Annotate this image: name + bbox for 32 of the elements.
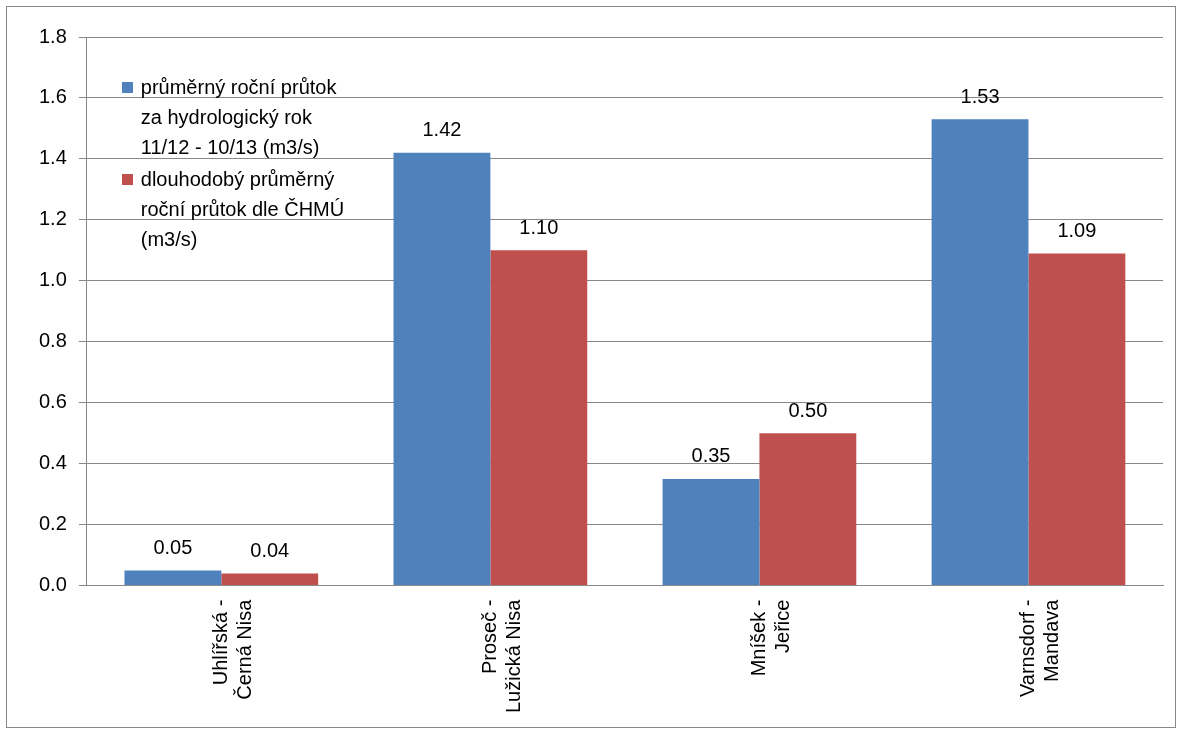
x-tick-label: Varnsdorf - Mandava <box>1015 598 1062 698</box>
bar <box>759 433 857 586</box>
bar <box>221 573 319 586</box>
data-label: 1.53 <box>960 84 1000 107</box>
legend-label: dlouhodobý průměrný roční průtok dle ČHMÚ (m3/s) <box>140 167 346 252</box>
bar <box>124 570 222 586</box>
y-tick-label: 1.8 <box>38 24 67 47</box>
legend-label: průměrný roční průtok za hydrologický rok 11/12 - 10/13 (m3/s) <box>140 75 338 160</box>
bar <box>1028 253 1126 586</box>
bar <box>931 119 1029 586</box>
bar <box>490 250 588 586</box>
y-tick-label: 0.0 <box>38 573 67 596</box>
bar <box>393 152 491 586</box>
y-tick-label: 0.4 <box>38 451 67 474</box>
data-label: 0.35 <box>691 444 731 467</box>
data-label: 0.04 <box>250 538 290 561</box>
y-tick-label: 0.8 <box>38 329 67 352</box>
data-label: 1.10 <box>519 215 559 238</box>
y-tick-label: 0.6 <box>38 390 67 413</box>
data-label: 0.05 <box>153 535 193 558</box>
y-tick-label: 1.6 <box>38 85 67 108</box>
bar <box>662 478 760 586</box>
y-tick-label: 0.2 <box>38 512 67 535</box>
y-tick-label: 1.2 <box>38 207 67 230</box>
x-tick-label: Uhlířská - Černá Nisa <box>208 598 255 700</box>
x-tick-label: Proseč - Lužická Nisa <box>477 598 524 714</box>
y-tick-label: 1.4 <box>38 146 67 169</box>
y-tick-label: 1.0 <box>38 268 67 291</box>
data-label: 1.09 <box>1057 218 1097 241</box>
data-label: 1.42 <box>422 118 462 141</box>
x-tick-label: Mníšek - Jeřice <box>746 599 793 677</box>
data-label: 0.50 <box>788 398 828 421</box>
